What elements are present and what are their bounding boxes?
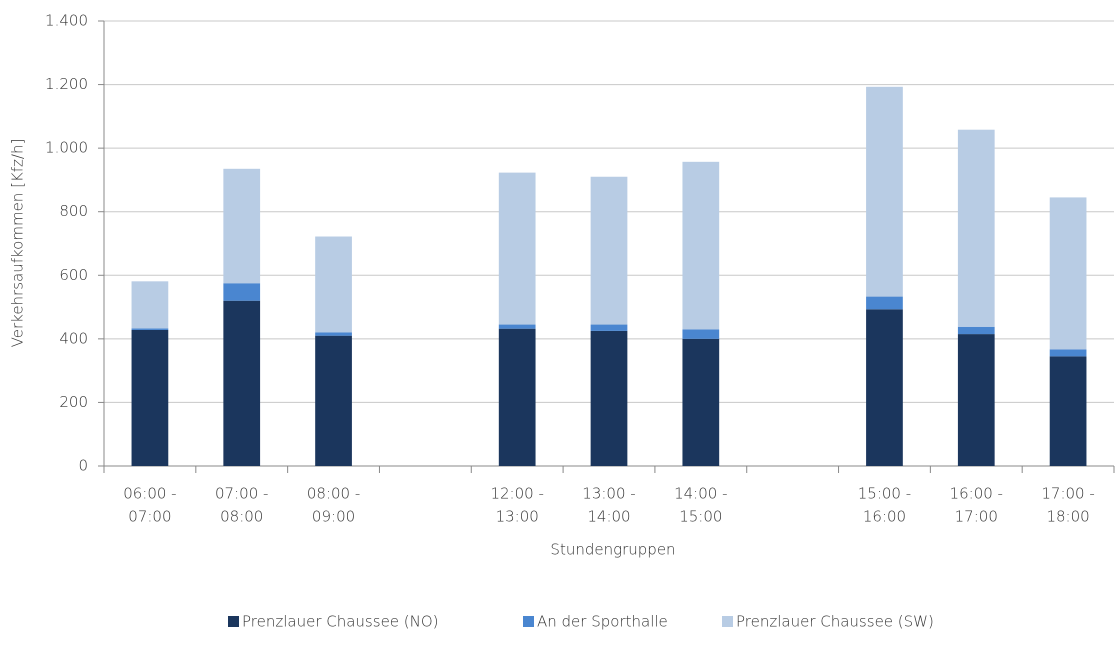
bar-segment	[131, 281, 169, 329]
y-tick-label: 1.200	[45, 75, 88, 93]
bar-segment	[590, 330, 628, 466]
bar-segment	[315, 332, 352, 336]
x-axis-label: Stundengruppen	[550, 541, 675, 559]
x-tick-label: 06:00 -	[123, 485, 176, 503]
x-tick-label: 09:00	[312, 508, 355, 526]
y-tick-label: 800	[59, 202, 88, 220]
bar-segment	[866, 296, 903, 310]
bar-segment	[223, 283, 261, 301]
y-tick-label: 400	[59, 329, 88, 347]
y-axis-label: Verkehrsaufkommen [Kfz/h]	[9, 139, 27, 348]
x-tick-label: 12:00 -	[490, 485, 543, 503]
legend-label: Prenzlauer Chaussee (SW)	[736, 613, 934, 631]
x-tick-label: 08:00	[220, 508, 263, 526]
bar-segment	[315, 335, 352, 466]
bar-segment	[498, 324, 536, 329]
x-tick-label: 16:00	[863, 508, 906, 526]
x-tick-label: 15:00	[679, 508, 722, 526]
bar-segment	[315, 236, 352, 333]
y-tick-label: 200	[59, 393, 88, 411]
x-tick-label: 17:00 -	[1041, 485, 1094, 503]
bar-segment	[957, 129, 995, 327]
x-tick-label: 18:00	[1046, 508, 1089, 526]
x-tick-label: 13:00	[496, 508, 539, 526]
bar-segment	[1049, 197, 1087, 350]
bar-segment	[866, 309, 903, 466]
legend-swatch	[523, 616, 534, 627]
bar-segment	[866, 86, 903, 297]
bar-segment	[1049, 356, 1087, 466]
y-tick-label: 0	[78, 457, 88, 475]
x-tick-label: 08:00 -	[307, 485, 360, 503]
bar-segment	[682, 329, 720, 339]
y-tick-label: 1.400	[45, 12, 88, 30]
bar-segment	[590, 176, 628, 325]
legend-swatch	[722, 616, 733, 627]
x-tick-label: 15:00 -	[858, 485, 911, 503]
x-tick-label: 13:00 -	[582, 485, 635, 503]
legend-label: Prenzlauer Chaussee (NO)	[242, 613, 439, 631]
bar-segment	[498, 328, 536, 466]
x-tick-label: 14:00	[587, 508, 630, 526]
bar-segment	[131, 329, 169, 466]
bar-segment	[223, 168, 261, 284]
bar-segment	[223, 300, 261, 466]
bar-segment	[498, 172, 536, 325]
x-tick-label: 16:00 -	[950, 485, 1003, 503]
x-tick-label: 07:00 -	[215, 485, 268, 503]
bar-segment	[590, 324, 628, 331]
bar-segment	[131, 328, 169, 330]
bar-segment	[957, 334, 995, 466]
x-tick-label: 14:00 -	[674, 485, 727, 503]
bar-segment	[682, 161, 720, 330]
bar-segment	[1049, 349, 1087, 357]
legend-swatch	[228, 616, 239, 627]
y-tick-label: 600	[59, 266, 88, 284]
bar-segment	[957, 326, 995, 335]
x-tick-label: 07:00	[128, 508, 171, 526]
x-tick-label: 17:00	[955, 508, 998, 526]
bar-segment	[682, 338, 720, 466]
legend-label: An der Sporthalle	[537, 613, 668, 631]
y-tick-label: 1.000	[45, 139, 88, 157]
